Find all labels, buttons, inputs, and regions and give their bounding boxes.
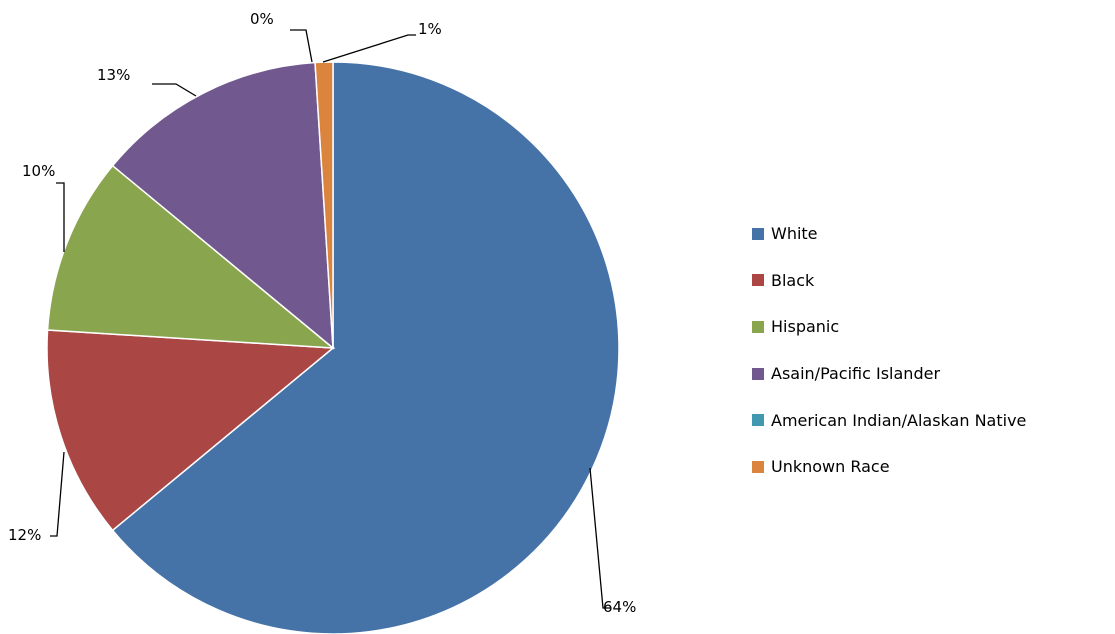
pie-slice-white	[111, 61, 620, 634]
legend-item: Hispanic	[752, 315, 1026, 338]
pie-slice-hispanic	[46, 164, 336, 349]
pie-slice-black	[46, 329, 335, 532]
legend-label: Asain/Pacific Islander	[771, 364, 941, 384]
legend-swatch	[752, 274, 764, 287]
leader-line	[50, 451, 65, 537]
data-labels: 64% 12% 10% 13% 0% 1%	[8, 10, 636, 616]
legend-item: Unknown Race	[752, 455, 1026, 478]
legend-label: Unknown Race	[771, 457, 890, 477]
legend-label: American Indian/Alaskan Native	[771, 410, 1027, 430]
legend-item: Asain/Pacific Islander	[752, 362, 1026, 385]
legend-swatch	[752, 320, 764, 333]
legend-swatch	[752, 227, 764, 240]
legend-label: Hispanic	[771, 317, 840, 337]
leader-line	[56, 182, 65, 252]
data-label: 13%	[97, 66, 130, 84]
data-label-leaders	[50, 29, 610, 609]
chart-legend: White Black Hispanic Asain/Pacific Islander…	[752, 222, 1026, 502]
pie-slices	[46, 61, 620, 634]
data-label: 0%	[250, 10, 274, 28]
data-label: 1%	[418, 20, 442, 38]
legend-label: Black	[771, 270, 815, 290]
legend-swatch	[752, 414, 764, 427]
legend-swatch	[752, 460, 764, 473]
leader-line	[152, 83, 197, 97]
data-label: 12%	[8, 526, 41, 544]
leader-line	[290, 29, 313, 63]
leader-line	[322, 34, 416, 63]
leader-line	[589, 467, 610, 609]
legend-label: White	[771, 224, 818, 243]
data-label: 10%	[22, 162, 55, 180]
legend-swatch	[752, 367, 764, 380]
data-label: 64%	[603, 598, 636, 616]
pie-slice-asain-pacific-islander	[111, 61, 334, 350]
legend-item: Black	[752, 269, 1026, 292]
legend-item: White	[752, 222, 1026, 245]
legend-item: American Indian/Alaskan Native	[752, 409, 1026, 432]
